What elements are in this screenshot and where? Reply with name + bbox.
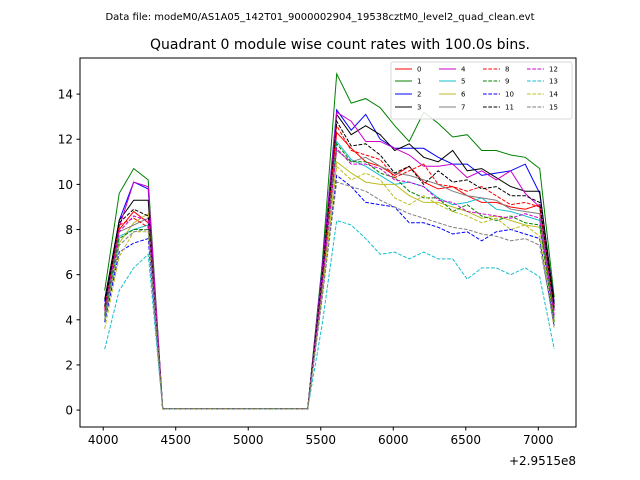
axes-frame: [79, 57, 577, 428]
y-tick-label: 6: [65, 268, 73, 282]
series-line-12: [104, 147, 555, 410]
legend-label-1: 1: [417, 78, 421, 86]
y-tick-label: 14: [58, 88, 73, 102]
legend-box: [390, 61, 573, 120]
legend-label-11: 11: [505, 104, 514, 112]
series-line-2: [104, 108, 555, 410]
legend-label-13: 13: [549, 78, 558, 86]
y-tick-label: 4: [65, 313, 73, 327]
legend-label-8: 8: [505, 66, 509, 74]
x-tick-label: 7000: [523, 433, 554, 447]
y-tick-label: 12: [58, 133, 73, 147]
y-tick-label: 10: [58, 178, 73, 192]
legend-label-12: 12: [549, 66, 558, 74]
legend-label-6: 6: [461, 91, 466, 99]
series-line-15: [104, 181, 555, 410]
legend-label-15: 15: [549, 104, 558, 112]
legend-label-14: 14: [549, 91, 558, 99]
legend-label-9: 9: [505, 78, 509, 86]
legend-label-2: 2: [417, 91, 421, 99]
legend-label-4: 4: [461, 66, 466, 74]
legend-label-10: 10: [505, 91, 514, 99]
x-tick-label: 4500: [160, 433, 191, 447]
series-line-3: [104, 113, 555, 410]
x-tick-label: 5000: [233, 433, 264, 447]
series-line-13: [104, 219, 555, 410]
chart-title: Quadrant 0 module wise count rates with …: [150, 37, 530, 53]
plot-area: 4000 4500 5000 5500 6000 6500 700002468101214+…: [58, 57, 577, 468]
x-tick-label: 5500: [305, 433, 336, 447]
series-line-4: [104, 111, 555, 410]
y-tick-label: 2: [65, 358, 73, 372]
x-tick-label: 4000: [88, 433, 119, 447]
legend-label-7: 7: [461, 104, 465, 112]
x-offset-label: +2.9515e8: [509, 454, 576, 468]
legend-label-5: 5: [461, 78, 465, 86]
x-tick-label: 6500: [451, 433, 482, 447]
y-tick-label: 0: [65, 404, 73, 418]
series-line-14: [104, 165, 555, 410]
y-tick-label: 8: [65, 223, 73, 237]
x-tick-label: 6000: [378, 433, 409, 447]
data-file-label: Data file: modeM0/AS1A05_142T01_90000029…: [105, 12, 534, 23]
legend-label-3: 3: [417, 104, 421, 112]
legend-label-0: 0: [417, 66, 421, 74]
